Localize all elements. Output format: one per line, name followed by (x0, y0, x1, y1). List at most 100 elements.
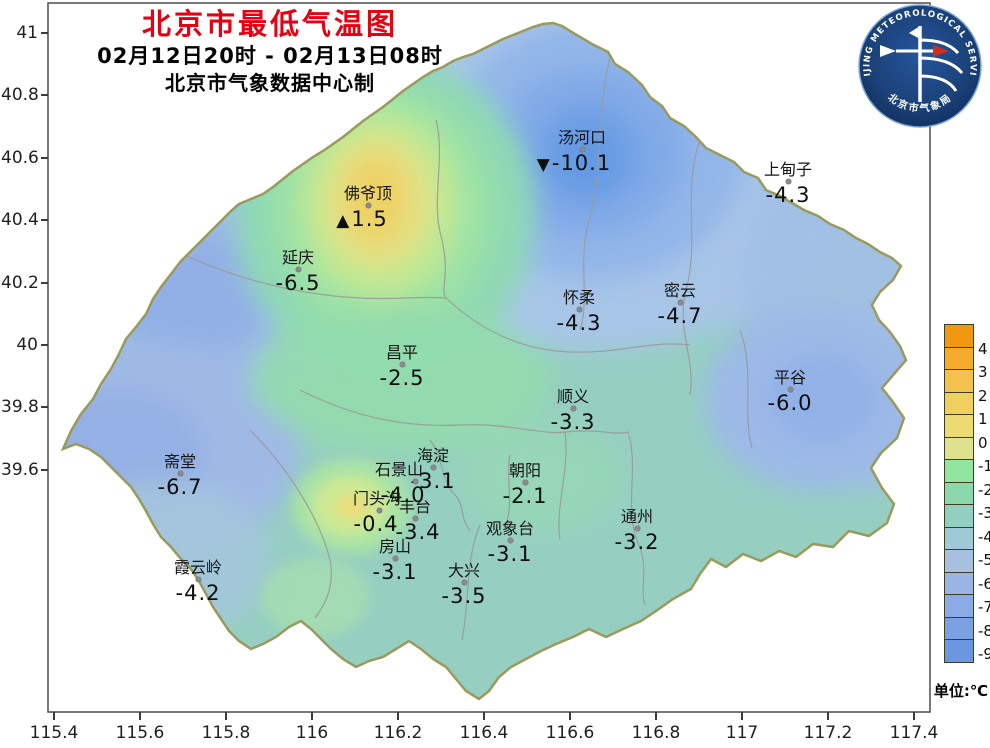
colorbar-tick-label: -2 (978, 480, 990, 499)
colorbar-cell (944, 481, 974, 505)
station-dot (785, 178, 791, 184)
y-axis-tick-label: 40.8 (1, 85, 39, 106)
page-title: 北京市最低气温图 (141, 7, 398, 41)
colorbar-tick-label: 1 (978, 410, 988, 428)
station-value: -3.3 (550, 410, 596, 434)
colorbar-cell (944, 346, 974, 370)
colorbar-tick-label: 4 (978, 339, 988, 358)
station-dot (430, 464, 436, 470)
colorbar-unit-label: 单位:℃ (933, 682, 988, 700)
station-value: -4.7 (657, 304, 703, 328)
station-dot (295, 266, 301, 272)
x-axis-tick (913, 712, 915, 720)
y-axis-tick-label: 40.2 (1, 272, 39, 293)
x-axis-tick (827, 712, 829, 720)
y-axis-tick-label: 40 (16, 335, 38, 355)
station-name: 昌平 (385, 343, 419, 362)
station-name: 房山 (378, 537, 412, 556)
colorbar-cell (944, 616, 974, 640)
temperature-colorbar: 4 3 2 1 0 -1 -2 -3 -4 -5 -6 -7 -8 -9 (944, 324, 990, 663)
colorbar-tick-label: -9 (978, 645, 990, 663)
x-axis-tick (569, 712, 571, 720)
colorbar-cell (944, 571, 974, 595)
colorbar-tick-label: -4 (978, 527, 990, 546)
station-dot (787, 386, 793, 392)
station-value: -2.1 (502, 484, 548, 508)
colorbar-tick-label: 0 (978, 433, 988, 452)
station-value: -4.3 (556, 311, 602, 335)
temperature-contours (63, 23, 906, 640)
y-axis-tick (41, 94, 48, 97)
data-source: 北京市气象数据中心制 (165, 71, 375, 95)
map-header: 北京市最低气温图 02月12日20时 - 02月13日08时 北京市气象数据中心… (55, 6, 485, 96)
y-axis-tick (41, 156, 48, 159)
station-dot (522, 479, 528, 485)
colorbar-cell (944, 369, 974, 393)
station-value: -2.5 (379, 366, 425, 390)
station-value: -3.1 (410, 469, 456, 493)
station-name: 观象台 (485, 519, 535, 538)
beijing-meteorological-service-logo: BEIJING METEOROLOGICAL SERVICE 北京市气象局 (858, 4, 982, 128)
y-axis-tick (41, 406, 48, 409)
colorbar-cell (944, 504, 974, 528)
y-axis-tick-label: 39.6 (1, 459, 39, 480)
station-name: 密云 (663, 281, 697, 300)
plot-frame (47, 2, 931, 713)
colorbar-tick-label: -3 (978, 504, 990, 522)
station-dot (177, 470, 183, 476)
station-name: 汤河口 (557, 128, 607, 147)
station-name: 斋堂 (163, 452, 197, 471)
station-dot (412, 478, 418, 484)
colorbar-cell (944, 594, 974, 618)
station-dot (579, 146, 585, 152)
y-axis-tick (41, 281, 48, 284)
x-axis-tick-label: 117 (725, 723, 759, 743)
station-dot (412, 515, 418, 521)
colorbar-tick-label: 2 (978, 386, 988, 405)
station-name: 朝阳 (508, 461, 542, 480)
station-dot (507, 537, 513, 543)
x-axis-tick (311, 712, 313, 720)
x-axis-tick-label: 116.2 (373, 723, 423, 743)
station-dot (461, 579, 467, 585)
time-period: 02月12日20时 - 02月13日08时 (97, 44, 443, 68)
station-name: 顺义 (556, 387, 590, 406)
y-axis-tick-label: 39.8 (1, 397, 39, 418)
station-dot (365, 202, 371, 208)
colorbar-cell (944, 549, 974, 573)
y-axis-tick (41, 344, 48, 346)
station-value: -3.2 (614, 530, 660, 554)
y-axis-tick (41, 219, 48, 222)
station-value: ▼-10.1 (536, 151, 612, 175)
colorbar-cell (944, 459, 974, 483)
station-value: -3.4 (395, 520, 441, 544)
colorbar-tick-label: -1 (978, 457, 990, 475)
station-dot (376, 507, 382, 513)
x-axis-tick-label: 115.4 (29, 723, 79, 743)
station-name: 丰台 (398, 497, 432, 516)
station-name: 海淀 (416, 446, 450, 465)
x-axis-tick (397, 712, 399, 720)
station-name: 上甸子 (763, 160, 813, 179)
colorbar-cell (944, 639, 974, 663)
station-dot (677, 299, 683, 305)
colorbar-tick-label: 3 (978, 363, 988, 381)
colorbar-cell (944, 436, 974, 460)
station-value: -3.1 (487, 542, 533, 566)
station-value: -4.0 (380, 483, 426, 507)
station-value: -6.0 (767, 391, 813, 415)
station-value: ▲1.5 (336, 207, 388, 231)
station-name: 佛爷顶 (343, 184, 393, 203)
station-name: 大兴 (447, 561, 481, 580)
colorbar-cell (944, 324, 974, 348)
colorbar-tick-label: -8 (978, 621, 990, 640)
station-value: -6.5 (275, 271, 321, 295)
station-name: 门头沟 (352, 489, 402, 508)
x-axis-tick-label: 117.2 (803, 723, 853, 743)
district-boundaries (183, 49, 753, 641)
y-axis-tick-label: 41 (16, 23, 38, 43)
x-axis-tick-label: 116.4 (459, 723, 509, 743)
station-name: 延庆 (281, 248, 315, 267)
y-axis-tick-label: 40.4 (1, 210, 39, 231)
